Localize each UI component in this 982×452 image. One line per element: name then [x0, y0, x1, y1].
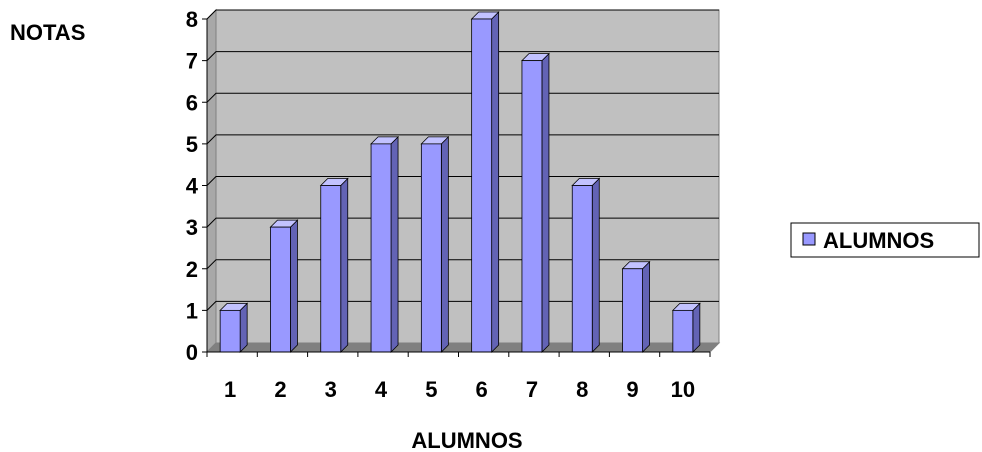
- x-tick-label: 7: [526, 377, 538, 402]
- x-tick-label: 5: [425, 377, 437, 402]
- gridline: [206, 9, 719, 20]
- bar: [621, 260, 651, 353]
- bar-front: [370, 143, 392, 353]
- gridline: [206, 217, 719, 228]
- legend: ALUMNOS: [790, 222, 980, 258]
- bar-front: [320, 185, 342, 353]
- x-tick-label: 1: [224, 377, 236, 402]
- bars: [219, 11, 701, 353]
- gridline: [206, 92, 719, 103]
- gridline: [206, 259, 719, 270]
- bar-side: [491, 11, 500, 353]
- y-axis-title: NOTAS: [10, 20, 85, 45]
- bar: [370, 135, 400, 353]
- y-axis: 0 1 2 3 4 5 6 7 8: [186, 7, 208, 365]
- bar: [269, 219, 299, 353]
- x-tick-label: 2: [274, 377, 286, 402]
- bar-front: [521, 60, 543, 353]
- bar-side: [692, 302, 701, 353]
- y-tick-label: 1: [186, 298, 198, 323]
- y-tick-label: 3: [186, 215, 198, 240]
- bar-side: [591, 177, 600, 353]
- y-tick-label: 0: [186, 340, 198, 365]
- x-tick-label: 3: [325, 377, 337, 402]
- bar-front: [571, 185, 593, 353]
- y-tick-label: 5: [186, 132, 198, 157]
- legend-box: [790, 222, 980, 258]
- bar: [420, 135, 450, 353]
- bar-front: [672, 309, 694, 353]
- x-tick-label: 8: [576, 377, 588, 402]
- gridline: [206, 51, 719, 61]
- gridline: [206, 134, 719, 145]
- y-tick-label: 6: [186, 90, 198, 115]
- y-tick-label: 2: [186, 257, 198, 282]
- x-tick-label: 6: [476, 377, 488, 402]
- bar-side: [340, 177, 349, 353]
- bar-side: [541, 52, 550, 353]
- bar-front: [270, 226, 291, 353]
- bar: [219, 302, 249, 353]
- y-tick-label: 7: [186, 49, 198, 74]
- bar: [571, 177, 601, 353]
- bar-side: [440, 135, 449, 353]
- x-axis-title: ALUMNOS: [411, 428, 522, 452]
- bar-side: [290, 219, 298, 353]
- x-tick-label: 10: [671, 377, 695, 402]
- gridline: [206, 176, 719, 186]
- bar: [319, 177, 349, 353]
- gridlines: [206, 9, 719, 311]
- legend-swatch: [802, 232, 816, 246]
- x-tick-label: 4: [375, 377, 388, 402]
- x-tick-label: 9: [626, 377, 638, 402]
- legend-label: ALUMNOS: [823, 228, 934, 253]
- bar-front: [219, 309, 241, 353]
- gridline: [206, 300, 719, 311]
- bar-side: [642, 260, 650, 353]
- bar: [671, 302, 701, 353]
- bar-side: [390, 135, 399, 353]
- bar: [520, 52, 550, 353]
- y-tick-label: 4: [186, 174, 199, 199]
- y-tick-label: 8: [186, 7, 198, 32]
- bar-front: [420, 143, 442, 353]
- bar: [470, 11, 500, 353]
- bar-front: [622, 268, 643, 353]
- bar-side: [239, 302, 248, 353]
- bar-front: [471, 18, 493, 353]
- x-axis: 1 2 3 4 5 6 7 8 9 10: [206, 351, 711, 402]
